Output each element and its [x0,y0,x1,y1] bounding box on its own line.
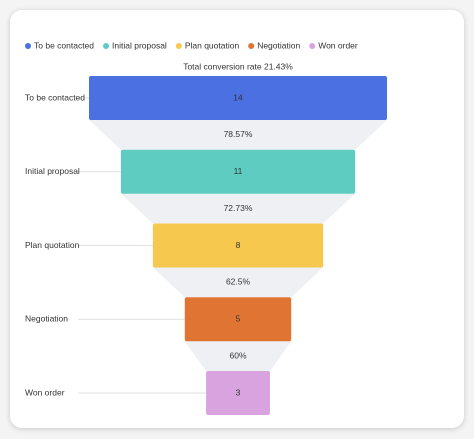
conversion-label: 62.5% [226,277,251,287]
total-conversion: Total conversion rate 21.43% [183,61,293,71]
connector [89,120,387,150]
conversion-label: 72.73% [224,203,253,213]
legend-label: To be contacted [34,40,94,50]
category-label: Won order [25,387,65,397]
funnel-bar [152,223,324,268]
funnel-bar [184,297,292,342]
conversion-label: 60% [229,350,246,360]
value-label: 8 [236,240,241,250]
legend-label: Won order [318,40,358,50]
category-label: Negotiation [25,314,68,324]
value-label: 14 [233,92,243,102]
connector [120,193,356,224]
funnel-bar [120,149,356,194]
legend-dot [103,43,110,49]
legend-dot [248,43,255,49]
value-label: 3 [236,387,241,397]
connector [184,341,292,371]
legend-dot [25,43,31,49]
value-label: 5 [236,314,241,324]
connector [152,267,324,298]
funnel-bar [89,76,387,120]
category-label: To be contacted [25,92,85,102]
category-label: Plan quotation [25,240,80,250]
funnel-bar [206,371,270,415]
legend-dot [309,43,316,49]
legend-label: Initial proposal [112,40,167,50]
legend-label: Plan quotation [185,40,240,50]
conversion-label: 78.57% [224,129,253,139]
category-label: Initial proposal [25,166,80,176]
legend-label: Negotiation [257,40,300,50]
legend-dot [175,43,182,49]
value-label: 11 [234,166,243,176]
